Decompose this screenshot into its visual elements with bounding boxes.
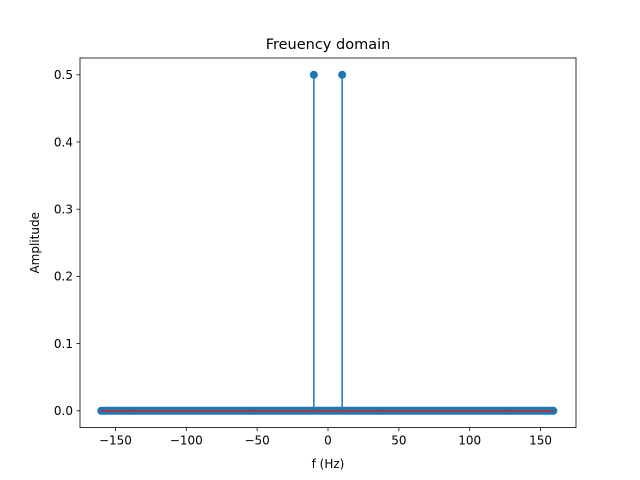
y-tick-label: 0.0 (54, 404, 73, 418)
x-tick-label: −150 (99, 434, 132, 448)
y-tick-label: 0.2 (54, 270, 73, 284)
chart-title: Freuency domain (266, 37, 391, 53)
x-tick-label: 0 (324, 434, 332, 448)
y-tick-label: 0.5 (54, 68, 73, 82)
y-axis-label: Amplitude (28, 212, 42, 273)
x-tick-label: −50 (244, 434, 269, 448)
x-axis: −150 −100 −50 0 50 100 150 (99, 427, 552, 448)
x-tick-label: −100 (170, 434, 203, 448)
x-tick-label: 50 (391, 434, 406, 448)
stem-lines (313, 74, 343, 411)
x-tick-label: 100 (458, 434, 481, 448)
y-tick-label: 0.4 (54, 135, 73, 149)
data-point (309, 70, 318, 79)
x-tick-label: 150 (529, 434, 552, 448)
plot-area (97, 70, 558, 415)
x-axis-label: f (Hz) (312, 457, 345, 471)
y-tick-label: 0.1 (54, 337, 73, 351)
y-axis: 0.0 0.1 0.2 0.3 0.4 0.5 (54, 68, 80, 418)
data-point (338, 70, 347, 79)
y-tick-label: 0.3 (54, 203, 73, 217)
